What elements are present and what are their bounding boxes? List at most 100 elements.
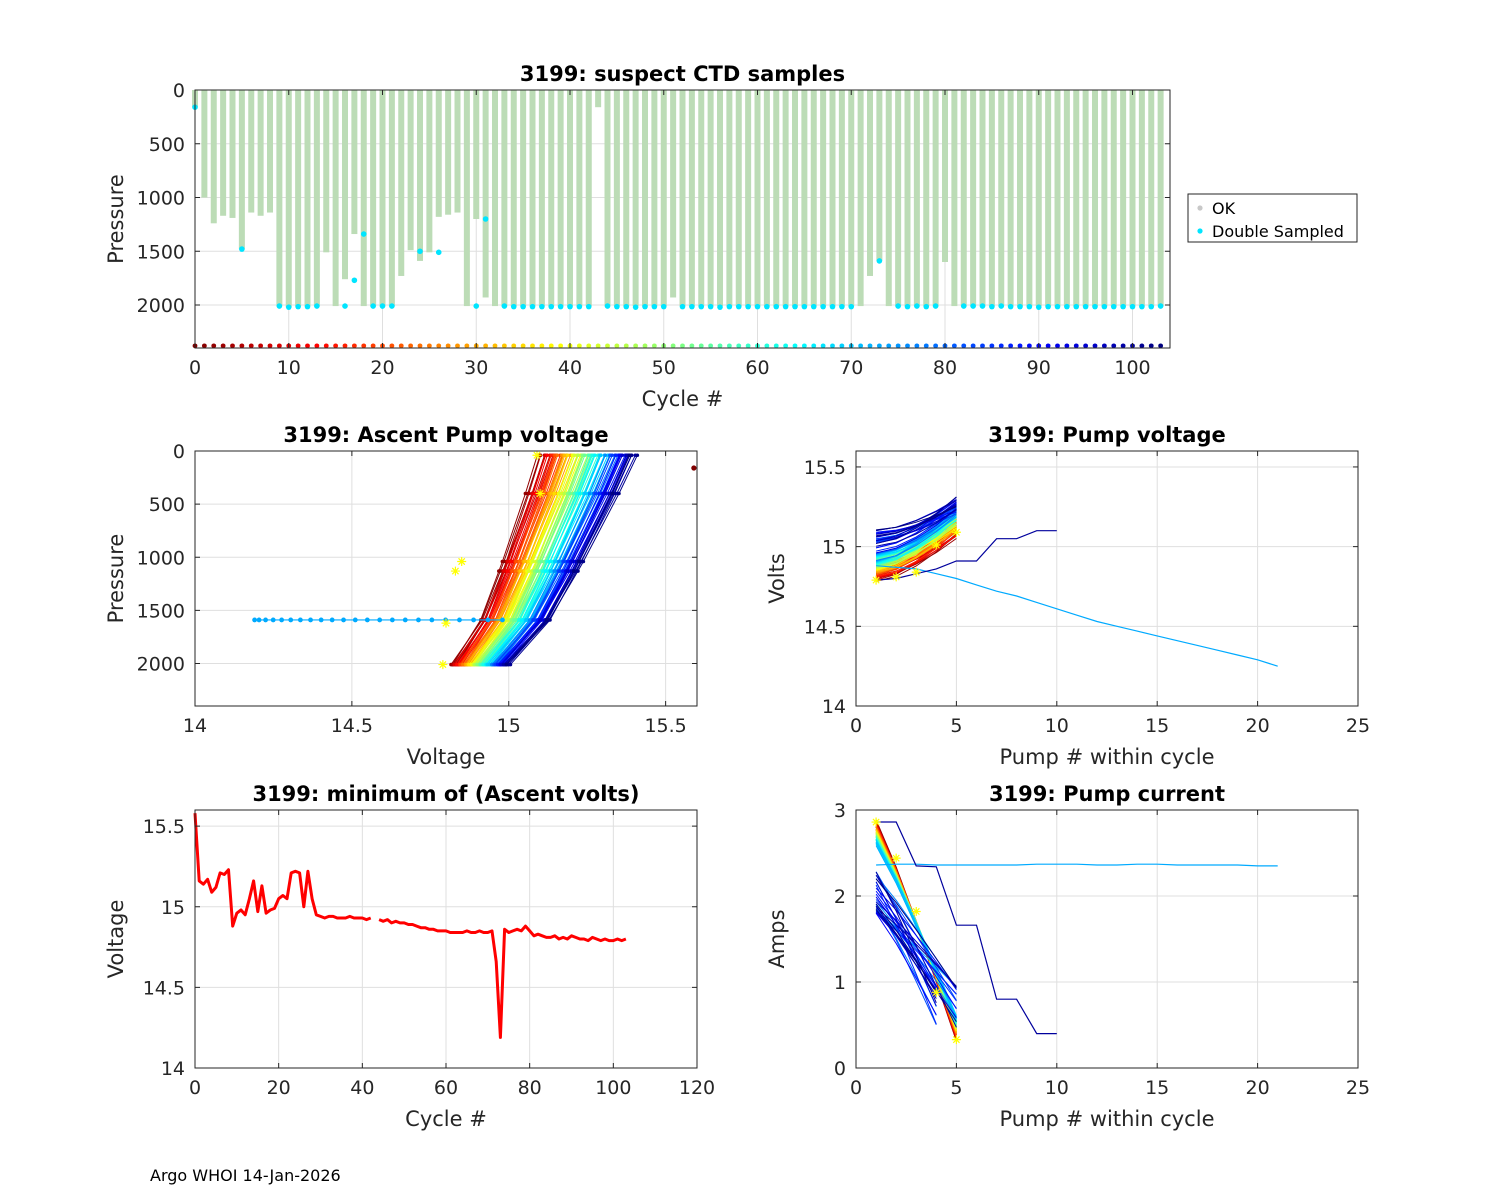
ascent-profile-line xyxy=(485,455,596,665)
y-axis-label: Volts xyxy=(765,553,789,604)
cycle-color-point xyxy=(1139,343,1145,349)
cycle-color-point xyxy=(417,343,423,349)
ok-bar xyxy=(707,90,714,307)
ascent-profile-point xyxy=(535,569,540,573)
double-sampled-point xyxy=(651,303,658,310)
cycle-color-point xyxy=(1055,343,1060,349)
ok-bar xyxy=(445,90,452,215)
y-tick-label: 14 xyxy=(161,1058,185,1080)
double-sampled-point xyxy=(1139,303,1145,310)
cycle-color-point xyxy=(492,343,498,349)
outlier-single-point xyxy=(691,465,697,471)
ascent-profile-point xyxy=(522,559,527,564)
cycle-color-point xyxy=(520,343,526,349)
ok-bar xyxy=(1063,90,1070,307)
y-tick-label: 1500 xyxy=(137,600,185,622)
double-sampled-point xyxy=(576,303,583,310)
ascent-profile-line xyxy=(505,455,627,665)
cycle-color-point xyxy=(351,343,357,349)
cycle-color-point xyxy=(886,343,892,349)
x-tick-label: 10 xyxy=(1045,1077,1069,1099)
cycle-color-point xyxy=(1120,343,1126,349)
ascent-profile-line xyxy=(489,455,602,665)
ascent-profile-point xyxy=(610,491,615,496)
plot-area xyxy=(856,451,1358,706)
x-axis-label: Pump # within cycle xyxy=(1000,745,1215,769)
double-sampled-point xyxy=(314,303,320,309)
cycle-color-point xyxy=(258,343,264,349)
ok-bar xyxy=(688,90,695,307)
ascent-profile-point xyxy=(539,559,544,564)
cycle-color-point xyxy=(651,343,657,349)
cycle-color-point xyxy=(1017,343,1023,349)
cycle-color-point xyxy=(642,343,648,349)
x-tick-label: 15 xyxy=(1145,1077,1169,1099)
double-sampled-point xyxy=(379,303,386,309)
double-sampled-point xyxy=(1026,303,1033,310)
axes-box xyxy=(855,809,1359,1069)
cycle-color-point xyxy=(361,343,367,349)
x-tick-label: 50 xyxy=(652,357,676,379)
ascent-profile-point xyxy=(555,453,560,458)
star-marker xyxy=(438,660,448,670)
x-tick-label: 20 xyxy=(370,357,394,379)
outlier-point xyxy=(471,617,476,623)
ok-bar xyxy=(960,90,967,307)
ascent-profile-point xyxy=(562,559,566,564)
ok-bar xyxy=(398,90,405,276)
ascent-profile-point xyxy=(635,453,640,458)
outlier-point xyxy=(256,617,262,623)
ascent-profile-point xyxy=(513,569,518,573)
double-sampled-point xyxy=(276,303,283,309)
star-marker xyxy=(457,557,467,566)
y-tick-label: 15 xyxy=(161,897,185,919)
cycle-color-point xyxy=(323,343,329,349)
ascent-profile-point xyxy=(520,618,524,622)
ascent-profile-line xyxy=(454,455,546,665)
ok-bar xyxy=(313,90,320,307)
double-sampled-point xyxy=(689,303,695,310)
ok-bar xyxy=(651,90,658,307)
ok-bar xyxy=(370,90,377,307)
double-sampled-point xyxy=(360,231,367,237)
ok-bar xyxy=(1035,90,1042,307)
double-sampled-point xyxy=(970,303,976,309)
double-sampled-point xyxy=(1082,303,1089,310)
cycle-color-point xyxy=(745,343,751,349)
cycle-color-point xyxy=(239,343,245,349)
ascent-profile-point xyxy=(518,569,523,573)
ascent-profile-point xyxy=(461,662,465,667)
cycle-color-point xyxy=(1008,343,1014,349)
x-axis-label: Voltage xyxy=(407,745,486,769)
ascent-profile-point xyxy=(504,662,509,667)
ascent-profile-point xyxy=(467,662,471,667)
double-sampled-point xyxy=(632,304,639,310)
ok-bar xyxy=(463,90,470,307)
min-volts-line xyxy=(193,813,372,928)
star-marker xyxy=(951,1035,961,1045)
pump-voltage-line xyxy=(875,524,957,569)
x-tick-label: 5 xyxy=(950,1077,962,1099)
chart-title: 3199: minimum of (Ascent volts) xyxy=(252,782,639,806)
ok-bar xyxy=(417,90,423,261)
ok-bar xyxy=(585,90,592,307)
ascent-profile-point xyxy=(517,618,521,622)
cycle-color-point xyxy=(539,343,545,349)
y-tick-label: 0 xyxy=(834,1058,846,1080)
ascent-profile-point xyxy=(557,559,561,564)
x-tick-label: 10 xyxy=(1045,715,1069,737)
pump-voltage-line xyxy=(875,514,957,561)
double-sampled-point xyxy=(473,303,480,309)
cycle-color-point xyxy=(408,343,414,349)
ok-bar xyxy=(923,90,930,307)
double-sampled-point xyxy=(614,303,620,310)
ascent-profile-point xyxy=(565,569,570,573)
double-sampled-point xyxy=(904,303,911,310)
cycle-color-point xyxy=(511,343,517,349)
ascent-profile-point xyxy=(568,491,572,496)
ok-bar xyxy=(1017,90,1023,307)
double-sampled-point xyxy=(820,303,826,310)
cycle-color-point xyxy=(698,343,704,349)
ascent-profile-line xyxy=(498,455,617,665)
double-sampled-point xyxy=(1157,303,1164,309)
